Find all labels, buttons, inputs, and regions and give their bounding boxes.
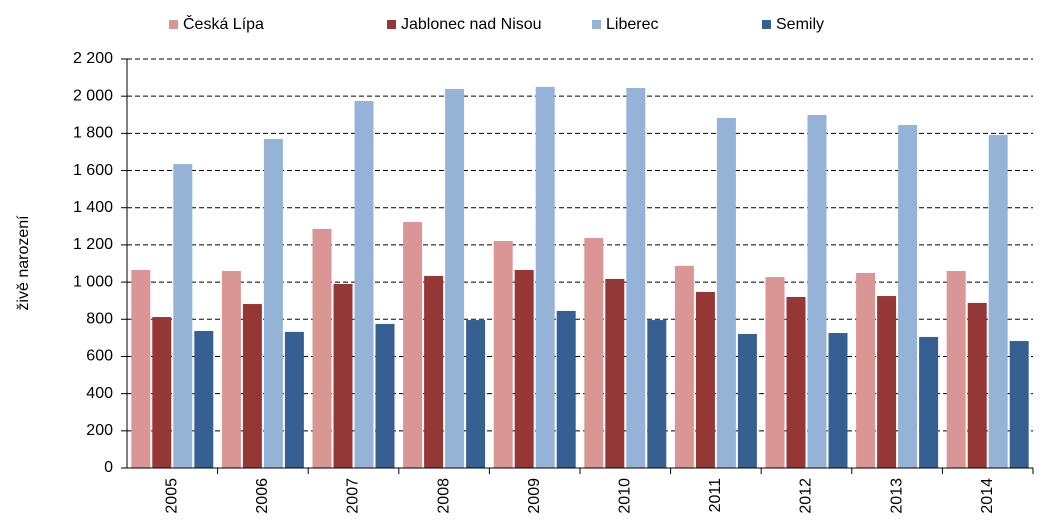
bar	[556, 310, 576, 468]
bar	[312, 228, 332, 468]
bar	[493, 241, 513, 468]
bar	[354, 101, 374, 469]
bar	[424, 275, 444, 468]
legend-label: Jablonec nad Nisou	[401, 16, 542, 33]
legend-label: Česká Lípa	[183, 14, 264, 33]
y-tick-label: 800	[86, 310, 113, 327]
x-tick-label: 2006	[254, 478, 271, 514]
y-tick-label: 1 000	[73, 273, 113, 290]
bar	[877, 296, 897, 468]
bar	[695, 291, 715, 468]
bar	[284, 331, 304, 468]
bar	[626, 88, 646, 468]
bar	[988, 135, 1008, 469]
bar	[765, 277, 785, 468]
y-tick-label: 200	[86, 422, 113, 439]
bar	[445, 88, 465, 468]
bar	[131, 270, 151, 468]
y-tick-label: 1 600	[73, 162, 113, 179]
bar	[967, 302, 987, 468]
bar	[194, 330, 214, 468]
bar	[263, 138, 283, 468]
bar	[716, 117, 736, 469]
bar	[584, 238, 604, 468]
bar	[828, 333, 848, 468]
bar	[674, 265, 694, 468]
x-tick-label: 2008	[435, 478, 452, 514]
y-tick-label: 1 800	[73, 125, 113, 142]
bar	[807, 114, 827, 469]
bar	[152, 317, 172, 468]
bar	[856, 272, 876, 468]
bar	[605, 278, 625, 468]
bar	[647, 320, 667, 468]
x-tick-label: 2014	[979, 478, 996, 514]
bar	[1009, 341, 1029, 468]
bar	[173, 164, 193, 468]
x-tick-label: 2011	[707, 478, 724, 513]
bar	[898, 124, 918, 468]
y-tick-label: 1 200	[73, 236, 113, 253]
x-tick-label: 2012	[798, 478, 815, 514]
legend-label: Liberec	[606, 16, 658, 33]
legend-swatch	[592, 20, 601, 29]
bar	[535, 86, 555, 469]
bar	[919, 336, 939, 468]
legend-swatch	[387, 20, 396, 29]
bar	[514, 270, 534, 468]
legend-label: Semily	[776, 16, 824, 33]
legend-swatch	[762, 20, 771, 29]
x-tick-label: 2010	[617, 478, 634, 514]
bar	[786, 296, 806, 468]
bar	[403, 222, 423, 468]
y-tick-label: 2 200	[73, 50, 113, 67]
y-tick-label: 2 000	[73, 87, 113, 104]
bar	[375, 323, 395, 468]
bar	[242, 304, 262, 468]
x-tick-label: 2013	[888, 478, 905, 514]
y-tick-label: 0	[104, 459, 113, 476]
bar	[946, 270, 966, 468]
y-tick-label: 600	[86, 348, 113, 365]
bar	[221, 270, 241, 468]
x-tick-label: 2005	[164, 478, 181, 514]
x-tick-label: 2007	[345, 478, 362, 514]
bar	[737, 333, 757, 468]
legend-swatch	[169, 20, 178, 29]
y-axis-label: živě narození	[15, 215, 32, 311]
y-tick-label: 1 400	[73, 199, 113, 216]
x-tick-label: 2009	[526, 478, 543, 514]
bar	[466, 320, 486, 468]
bar	[333, 283, 353, 468]
y-tick-label: 400	[86, 385, 113, 402]
